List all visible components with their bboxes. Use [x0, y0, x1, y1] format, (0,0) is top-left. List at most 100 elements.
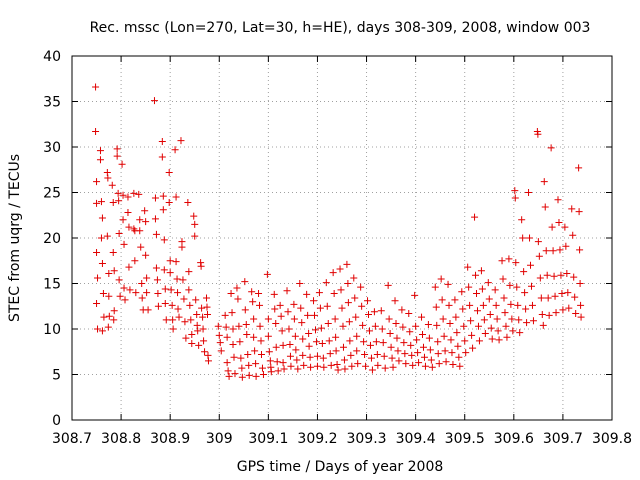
data-point — [179, 276, 187, 284]
y-tick-label: 40 — [43, 49, 61, 65]
data-point — [187, 316, 195, 324]
data-point — [337, 286, 345, 294]
data-point — [368, 366, 376, 374]
data-point — [110, 307, 118, 315]
y-axis-label: STEC from uqrg / TECUs — [7, 154, 23, 322]
data-point — [557, 271, 565, 279]
data-point — [492, 301, 500, 309]
data-point — [576, 280, 584, 287]
data-point — [425, 334, 433, 342]
data-point — [248, 288, 256, 296]
data-point — [142, 251, 150, 259]
data-point — [258, 364, 266, 372]
data-point — [175, 313, 183, 321]
data-point — [286, 352, 294, 360]
data-point — [141, 207, 149, 215]
data-point — [214, 322, 222, 330]
data-point — [501, 309, 509, 317]
data-point — [521, 289, 529, 297]
data-point — [391, 297, 399, 305]
data-point — [223, 333, 231, 341]
data-point — [461, 337, 469, 345]
data-point — [426, 346, 434, 354]
data-point — [108, 181, 116, 189]
data-point — [341, 365, 349, 373]
data-point — [362, 362, 370, 370]
data-points — [92, 83, 585, 381]
data-point — [475, 337, 483, 345]
data-point — [479, 301, 487, 309]
data-point — [332, 347, 340, 355]
data-point — [93, 199, 101, 207]
data-point — [94, 325, 102, 333]
data-point — [166, 269, 174, 277]
y-tick-label: 35 — [43, 95, 61, 111]
data-point — [296, 280, 304, 287]
data-point — [534, 238, 542, 246]
data-point — [104, 323, 112, 331]
data-point — [442, 358, 450, 366]
chart-title: Rec. mssc (Lon=270, Lat=30, h=HE), days … — [90, 20, 591, 36]
data-point — [339, 322, 347, 330]
data-point — [487, 324, 495, 332]
data-point — [378, 325, 386, 333]
data-point — [525, 189, 533, 196]
data-point — [190, 212, 198, 220]
data-point — [322, 279, 330, 287]
data-point — [367, 354, 375, 362]
data-point — [332, 333, 340, 341]
data-point — [222, 323, 230, 331]
data-point — [169, 316, 177, 324]
data-point — [250, 315, 258, 323]
data-point — [251, 347, 259, 355]
y-tick-label: 30 — [43, 140, 61, 156]
data-point — [348, 362, 356, 370]
data-point — [173, 275, 181, 283]
data-point — [380, 352, 388, 360]
data-point — [186, 301, 194, 309]
x-tick-label: 309 — [206, 431, 233, 447]
data-point — [115, 276, 123, 284]
data-point — [273, 358, 281, 366]
data-point — [215, 331, 223, 339]
data-point — [311, 326, 319, 334]
data-point — [203, 310, 211, 318]
data-point — [292, 346, 300, 354]
data-point — [229, 340, 237, 348]
data-point — [217, 347, 225, 355]
data-point — [464, 263, 472, 271]
x-tick-label: 308.9 — [150, 431, 190, 447]
data-point — [297, 304, 305, 312]
data-point — [256, 322, 264, 330]
data-point — [329, 269, 337, 277]
data-point — [263, 270, 271, 278]
data-point — [193, 310, 201, 318]
data-point — [230, 353, 238, 361]
data-point — [331, 315, 339, 323]
data-point — [93, 178, 101, 186]
data-point — [105, 292, 113, 300]
data-point — [519, 234, 527, 242]
data-point — [293, 356, 301, 364]
data-point — [353, 332, 361, 340]
data-point — [132, 289, 140, 297]
data-point — [559, 306, 567, 314]
data-point — [305, 330, 313, 338]
data-point — [92, 128, 100, 136]
data-point — [319, 354, 327, 362]
data-point — [360, 338, 368, 346]
data-point — [130, 225, 138, 233]
data-point — [272, 320, 280, 328]
data-point — [316, 304, 324, 312]
data-point — [298, 319, 306, 327]
data-point — [495, 336, 503, 344]
data-point — [181, 318, 189, 326]
data-point — [98, 259, 106, 267]
data-point — [198, 304, 206, 312]
data-point — [347, 351, 355, 359]
data-point — [97, 198, 105, 206]
data-point — [500, 294, 508, 302]
data-point — [105, 269, 113, 277]
x-tick-label: 309.5 — [445, 431, 485, 447]
data-point — [290, 315, 298, 323]
